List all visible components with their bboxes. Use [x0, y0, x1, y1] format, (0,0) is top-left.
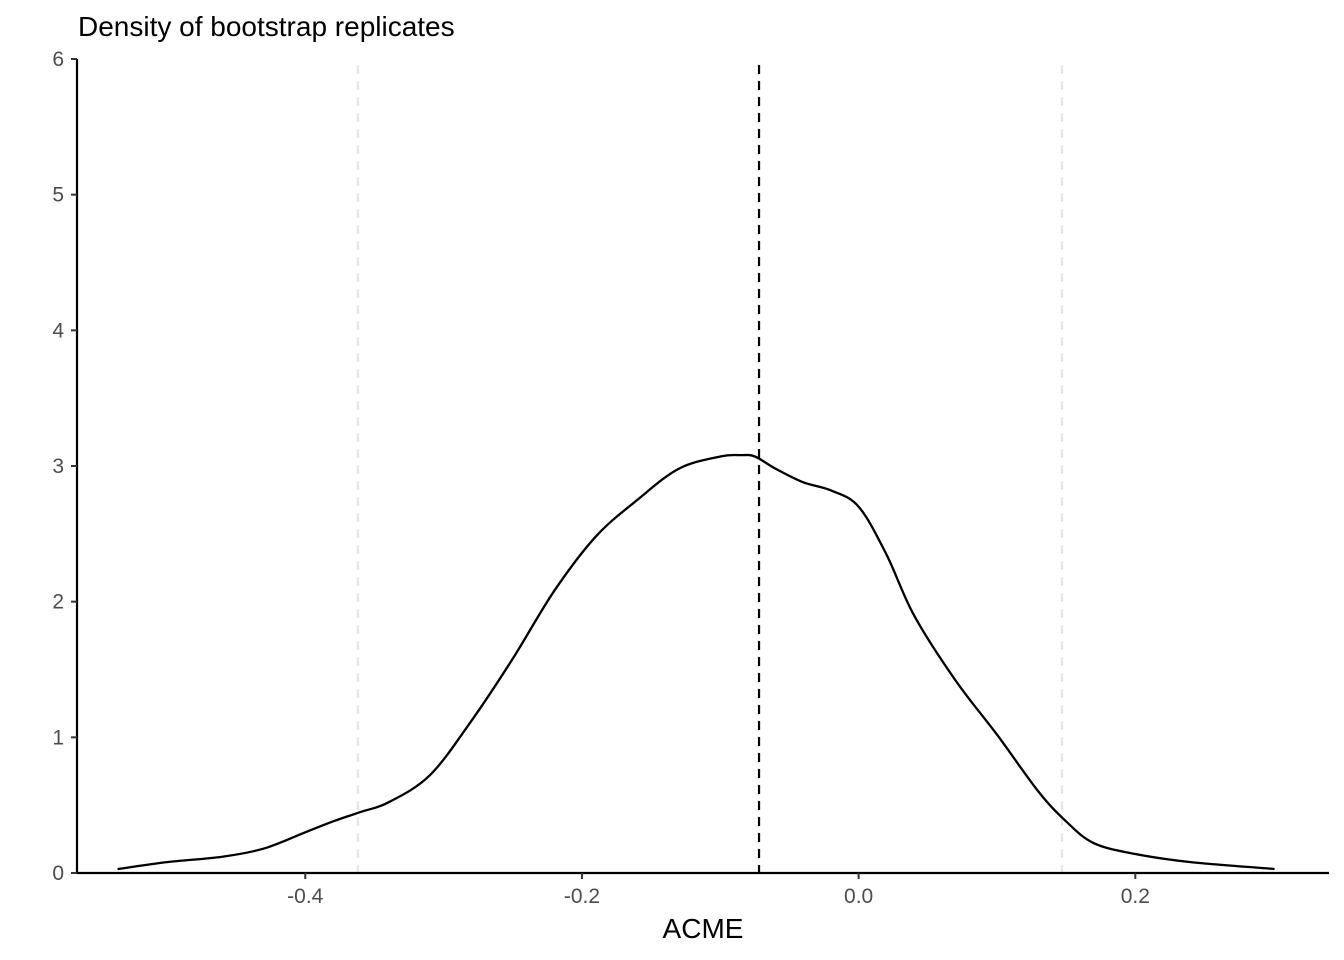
y-tick-label: 5 [52, 184, 64, 207]
y-tick-label: 3 [52, 455, 64, 478]
x-tick-label: 0.0 [844, 885, 873, 908]
x-axis-title: ACME [663, 913, 744, 944]
density-series-layer [117, 453, 1275, 871]
y-tick-label: 4 [52, 319, 64, 342]
y-tick-label: 0 [52, 862, 64, 885]
x-tick-label: -0.4 [287, 885, 324, 908]
x-tick-label: 0.2 [1121, 885, 1150, 908]
chart-title: Density of bootstrap replicates [78, 11, 455, 42]
y-axis-ticks: 0 1 2 3 4 5 6 [52, 48, 77, 885]
x-axis-ticks: -0.4 -0.2 0.0 0.2 [287, 873, 1150, 908]
density-line-0 [117, 453, 1275, 871]
y-tick-label: 6 [52, 48, 64, 71]
y-tick-label: 1 [52, 726, 64, 749]
reference-lines [356, 65, 1064, 873]
y-tick-label: 2 [52, 591, 64, 614]
x-tick-label: -0.2 [564, 885, 600, 908]
